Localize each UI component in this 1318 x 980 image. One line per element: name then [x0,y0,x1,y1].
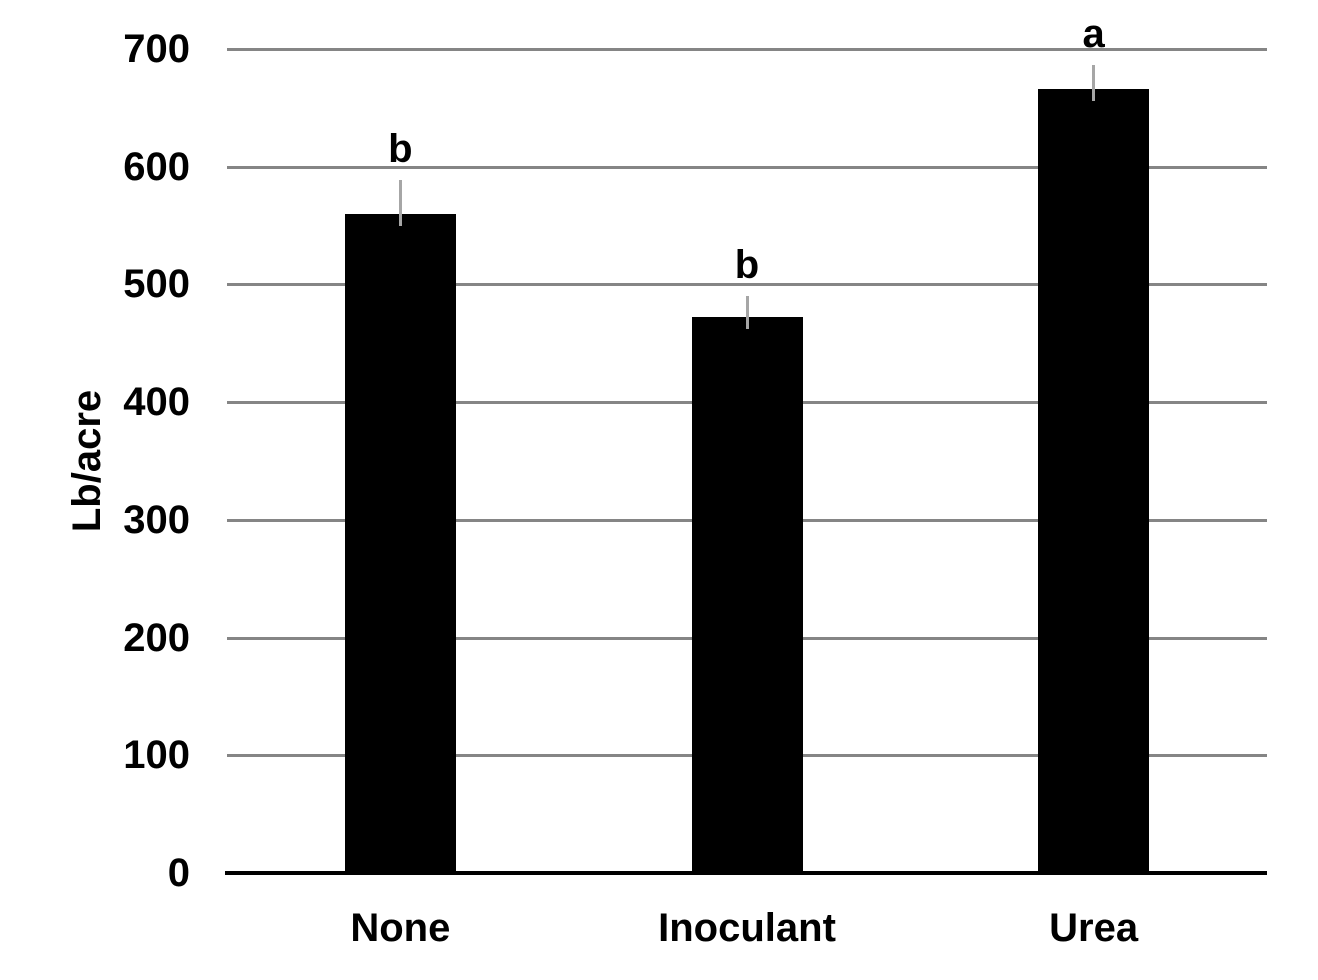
y-tick-label: 0 [167,851,190,895]
error-bar [745,296,749,330]
gridline [227,283,1267,287]
error-bar [398,179,402,226]
y-tick-label: 400 [123,380,190,425]
x-axis-line [225,871,1267,875]
y-tick-label: 300 [123,497,190,542]
x-tick-label: Inoculant [658,906,836,950]
y-tick-label: 700 [123,27,190,71]
y-tick-label: 200 [123,615,190,660]
y-tick-label: 500 [123,262,190,307]
significance-letter: a [1082,12,1105,57]
x-tick-label: Urea [1049,906,1139,950]
bar-urea [1038,89,1150,873]
bar-none [344,213,456,873]
significance-letter: b [734,243,760,288]
gridline [227,165,1267,169]
x-tick-label: None [350,906,451,950]
y-tick-label: 600 [123,144,190,189]
y-tick-label: 100 [123,733,190,778]
gridline [227,48,1267,51]
bar-inoculant [691,317,803,873]
significance-letter: b [388,126,413,171]
error-bar [1092,65,1096,101]
